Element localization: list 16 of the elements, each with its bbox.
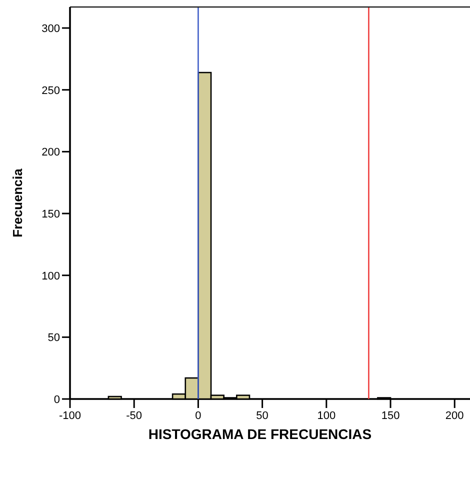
x-axis-title: HISTOGRAMA DE FRECUENCIAS: [148, 426, 372, 442]
x-tick-label: 50: [256, 410, 268, 422]
x-tick-label: 0: [195, 410, 202, 422]
x-tick-label: -50: [126, 410, 142, 422]
y-tick-label: 250: [42, 84, 60, 97]
x-tick-label: 100: [317, 410, 336, 422]
y-tick-label: 100: [42, 270, 60, 282]
x-tick-label: 150: [381, 410, 400, 422]
y-tick-label: 150: [42, 208, 60, 221]
y-tick-label: 0: [54, 394, 60, 406]
y-axis-title: Frecuencia: [10, 168, 25, 238]
y-tick-label: 300: [42, 23, 60, 36]
y-tick-label: 200: [42, 146, 60, 159]
x-tick-label: 200: [445, 410, 464, 422]
x-tick-label: -100: [58, 410, 82, 422]
y-tick-label: 50: [48, 332, 60, 344]
